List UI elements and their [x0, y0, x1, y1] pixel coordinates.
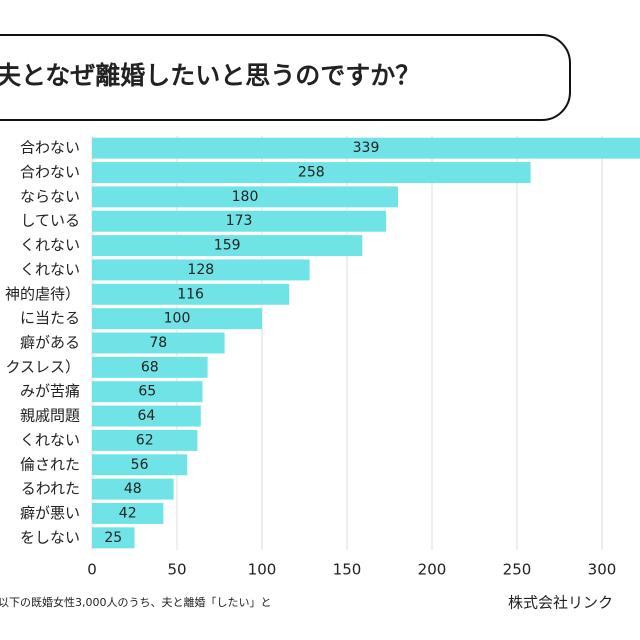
- value-label: 173: [226, 213, 253, 229]
- x-tick-label: 250: [503, 561, 532, 579]
- bar: [92, 283, 290, 305]
- value-label: 42: [119, 505, 137, 521]
- y-tick-label: 神的虐待）: [5, 285, 80, 303]
- x-tick-label: 200: [418, 561, 447, 579]
- value-label: 65: [138, 384, 156, 400]
- value-label: 48: [124, 481, 142, 497]
- bar: [92, 502, 164, 524]
- bar: [92, 308, 262, 330]
- footnote: 以下の既婚女性3,000人のうち、夫と離婚「したい」と: [0, 595, 272, 609]
- value-label: 56: [131, 457, 149, 473]
- bar: [92, 210, 387, 232]
- bar: [92, 429, 198, 451]
- y-tick-label: 親戚問題: [20, 407, 80, 425]
- x-tick-label: 150: [333, 561, 362, 579]
- value-label: 64: [137, 408, 155, 424]
- y-tick-label: している: [20, 212, 80, 230]
- y-tick-label: くれない: [20, 260, 80, 278]
- bar: [92, 186, 398, 208]
- value-label: 339: [353, 140, 380, 156]
- value-label: 159: [214, 238, 241, 254]
- bar: [92, 235, 363, 257]
- value-label: 68: [141, 359, 159, 375]
- y-tick-label: 癖が悪い: [20, 504, 80, 522]
- value-label: 25: [104, 530, 122, 546]
- y-tick-label: みが苦痛: [20, 382, 80, 400]
- bar: [92, 381, 203, 403]
- value-label: 180: [232, 189, 259, 205]
- y-tick-label: ならない: [20, 187, 80, 205]
- value-label: 116: [177, 286, 204, 302]
- y-tick-label: 癖がある: [20, 334, 80, 352]
- value-label: 62: [136, 432, 154, 448]
- y-tick-label: に当たる: [20, 309, 80, 327]
- y-tick-label: 合わない: [20, 163, 80, 181]
- value-label: 100: [164, 311, 191, 327]
- y-tick-label: 合わない: [20, 139, 80, 157]
- bar: [92, 162, 531, 184]
- y-tick-label: をしない: [20, 528, 80, 546]
- bar: [92, 454, 188, 476]
- bar: [92, 332, 225, 354]
- chart-title: 夫となぜ離婚したいと思うのですか？: [0, 61, 420, 90]
- x-tick-label: 300: [588, 561, 617, 579]
- bar: [92, 527, 135, 549]
- y-tick-label: くれない: [20, 236, 80, 254]
- source: 株式会社リンク: [508, 594, 613, 612]
- bar: [92, 356, 208, 378]
- bar: [92, 259, 310, 281]
- bar: [92, 478, 174, 500]
- x-tick-label: 0: [87, 561, 97, 579]
- y-tick-label: くれない: [20, 431, 80, 449]
- y-tick-label: クスレス）: [5, 358, 80, 376]
- y-tick-label: るわれた: [21, 480, 80, 498]
- x-tick-label: 100: [248, 561, 277, 579]
- value-label: 128: [187, 262, 214, 278]
- bar: [92, 405, 201, 427]
- x-tick-label: 50: [167, 561, 186, 579]
- title-box: [0, 34, 571, 121]
- value-label: 258: [298, 165, 325, 181]
- value-label: 78: [149, 335, 167, 351]
- y-tick-label: 倫された: [20, 455, 80, 473]
- bar: [92, 137, 640, 159]
